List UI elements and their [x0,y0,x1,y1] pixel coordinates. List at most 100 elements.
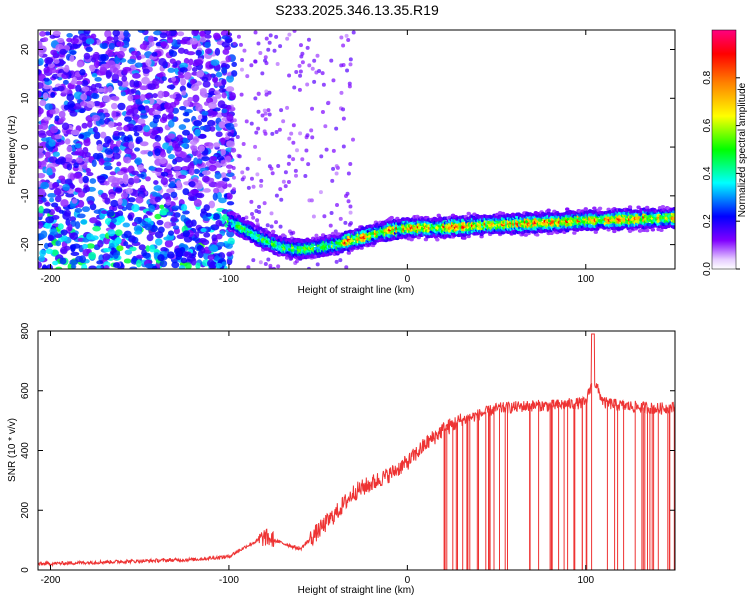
heatmap-cell [167,119,175,128]
heatmap-cell [79,108,85,114]
heatmap-cell [38,212,44,218]
heatmap-cell [63,104,70,111]
heatmap-cell [165,163,172,170]
heatmap-cell [201,76,209,82]
heatmap-cell [263,58,268,63]
heatmap-cell [266,108,271,113]
heatmap-cell [70,264,77,269]
heatmap-cell [71,76,78,85]
snr-panel: -200 -100 0 100 0 200 400 600 800 Height of stra… [7,322,676,596]
heatmap-cell [263,262,268,267]
heatmap-cell [140,150,148,155]
heatmap-cell [50,125,59,134]
heatmap-cell [57,37,65,43]
heatmap-cell [196,150,202,158]
heatmap-cell [300,157,305,162]
snr-ytick-label: 800 [20,322,31,339]
heatmap-cell [230,129,235,134]
heatmap-cell [345,191,350,196]
heatmap-cell [179,39,188,45]
heatmap-cell [307,63,312,68]
snr-xlabel: Height of straight line (km) [298,585,415,596]
heatmap-cell [270,131,275,136]
heatmap-cell [221,67,228,74]
heatmap-cell [170,216,178,223]
heatmap-cell [207,254,215,261]
heatmap-cell [292,85,297,90]
heatmap-cell [259,178,264,183]
heatmap-cell [209,126,216,132]
heatmap-cell [38,188,46,197]
heatmap-cell [116,161,122,167]
heatmap-cell [113,262,120,269]
heatmap-cell [264,92,269,97]
heatmap-cell [254,209,259,214]
heatmap-cell [123,156,132,164]
heatmap-cell [90,235,99,241]
heatmap-cell [281,119,286,124]
heatmap-cell [73,162,79,169]
colorbar-tick-label: 0.8 [702,70,713,84]
heatmap-cell [294,259,299,264]
heatmap-cell [92,152,100,160]
heatmap-cell [231,61,238,67]
heatmap-cell [160,177,169,186]
heatmap-cell [329,58,334,63]
heatmap-cell [96,265,102,269]
heatmap-cell [38,205,44,214]
heatmap-cell [466,211,471,216]
heatmap-cell [159,260,168,268]
heatmap-cell [114,56,120,64]
heatmap-cell [67,100,76,108]
heatmap-cell [104,148,114,155]
heatmap-cell [133,175,140,184]
heatmap-cell [423,237,429,242]
heatmap-cell [123,30,130,38]
heatmap-cell [39,249,47,257]
heatmap-cell [230,70,238,77]
heatmap-cell [80,219,88,225]
heatmap-cell [127,108,135,114]
heatmap-cell [38,172,46,179]
heatmap-cell [148,204,156,213]
heatmap-cell [258,260,263,265]
heatmap-cell [227,192,232,197]
heatmap-cell [178,124,187,131]
colorbar: 0.0 0.2 0.4 0.6 0.8 Normalized spectral ampl… [702,29,748,276]
heatmap-cell [122,222,131,228]
heatmap-cell [125,187,134,194]
heatmap-cell [218,197,227,204]
heatmap-cell [226,74,234,83]
heatmap-cell [294,148,299,153]
heatmap-cell [192,237,201,242]
heatmap-cell [45,248,54,255]
heatmap-ytick-label: -20 [20,237,31,252]
heatmap-cell [124,249,133,255]
heatmap-cell [171,205,180,211]
heatmap-cell [152,93,158,99]
heatmap-cell [182,129,190,136]
heatmap-cell [216,155,225,161]
heatmap-cell [164,239,174,248]
heatmap-cell [256,126,261,131]
heatmap-cell [274,34,279,39]
heatmap-cell [572,231,577,235]
heatmap-cell [54,134,63,140]
heatmap-cell [44,151,51,159]
heatmap-cell [292,30,297,33]
heatmap-cell [268,33,273,38]
heatmap-cell [93,209,103,214]
heatmap-cell [253,30,258,35]
heatmap-cell [97,239,104,248]
heatmap-cell [565,207,570,212]
heatmap-cell [48,67,57,74]
heatmap-cell [315,53,320,58]
heatmap-cell [69,55,75,63]
heatmap-cell [38,255,45,262]
heatmap-cell [279,108,284,113]
heatmap-cell [249,63,254,68]
heatmap-cell [259,183,264,188]
heatmap-cell [141,249,147,257]
heatmap-cell [245,166,250,171]
